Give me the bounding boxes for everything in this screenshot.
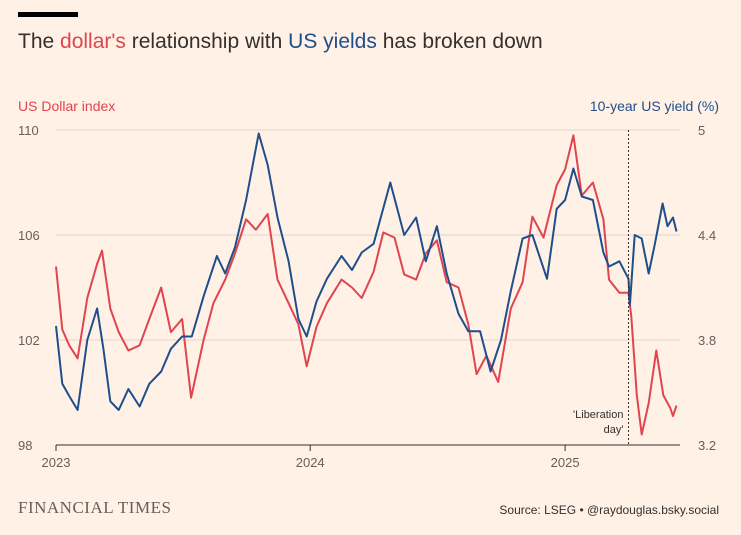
right-tick-label: 5 xyxy=(698,123,705,138)
left-tick-label: 98 xyxy=(18,438,32,453)
annotation-text-line1: 'Liberation xyxy=(573,409,623,421)
title-post: has broken down xyxy=(376,30,543,53)
x-tick-label: 2024 xyxy=(296,455,325,470)
title-pre: The xyxy=(18,30,61,53)
right-tick-label: 3.2 xyxy=(698,438,716,453)
title-us-yields: US yields xyxy=(288,30,377,53)
chart-title: The dollar's relationship with US yields… xyxy=(18,30,543,54)
brand-logo-text: FINANCIAL TIMES xyxy=(18,498,172,517)
left-axis-label: US Dollar index xyxy=(18,98,116,114)
annotation-text-line2: day' xyxy=(604,424,624,436)
left-tick-label: 102 xyxy=(18,333,40,348)
brand-bar xyxy=(18,12,78,17)
title-dollar: dollar's xyxy=(60,30,126,53)
title-mid: relationship with xyxy=(125,30,289,53)
right-tick-label: 4.4 xyxy=(698,228,716,243)
right-axis-label: 10-year US yield (%) xyxy=(589,98,719,114)
series-line-us-yield xyxy=(55,132,678,411)
right-tick-label: 3.8 xyxy=(698,333,716,348)
left-tick-label: 110 xyxy=(18,123,39,138)
source-note: Source: LSEG • @raydouglas.bsky.social xyxy=(499,503,719,517)
series-line-dollar-index xyxy=(55,134,678,436)
left-tick-label: 106 xyxy=(18,228,40,243)
x-tick-label: 2025 xyxy=(551,455,580,470)
x-tick-label: 2023 xyxy=(42,455,71,470)
